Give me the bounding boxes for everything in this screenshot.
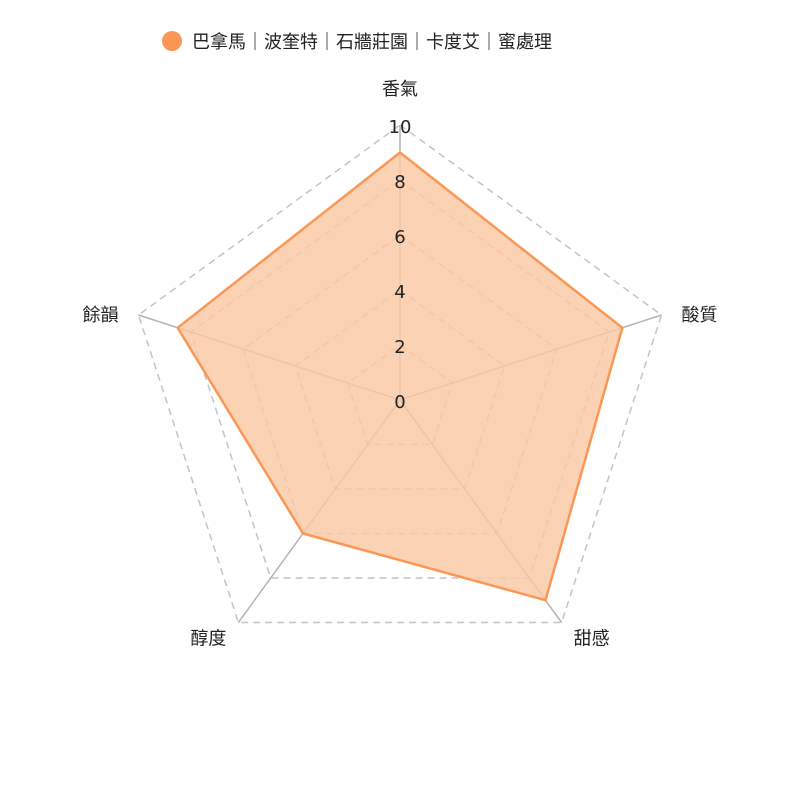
tick-label: 2 <box>394 337 405 358</box>
series-area-0[interactable] <box>176 151 624 602</box>
axis-label: 醇度 <box>190 629 226 650</box>
axis-label: 香氣 <box>382 79 418 100</box>
tick-labels: 0 2 4 6 8 10 <box>389 117 412 413</box>
tick-label: 4 <box>394 282 405 303</box>
grid-ring-10 <box>137 124 663 624</box>
tick-label: 8 <box>394 172 405 193</box>
series-layer <box>176 151 624 602</box>
tick-label: 10 <box>389 117 412 138</box>
tick-label: 0 <box>394 392 405 413</box>
legend-series-name: 巴拿馬｜波奎特｜石牆莊園｜卡度艾｜蜜處理 <box>192 31 552 53</box>
axis-label: 餘韻 <box>83 305 119 326</box>
legend[interactable]: 巴拿馬｜波奎特｜石牆莊園｜卡度艾｜蜜處理 <box>162 31 552 53</box>
legend-swatch <box>162 31 182 51</box>
tick-label: 6 <box>394 227 405 248</box>
axis-label: 甜感 <box>574 629 610 650</box>
axis-label: 酸質 <box>682 305 718 326</box>
